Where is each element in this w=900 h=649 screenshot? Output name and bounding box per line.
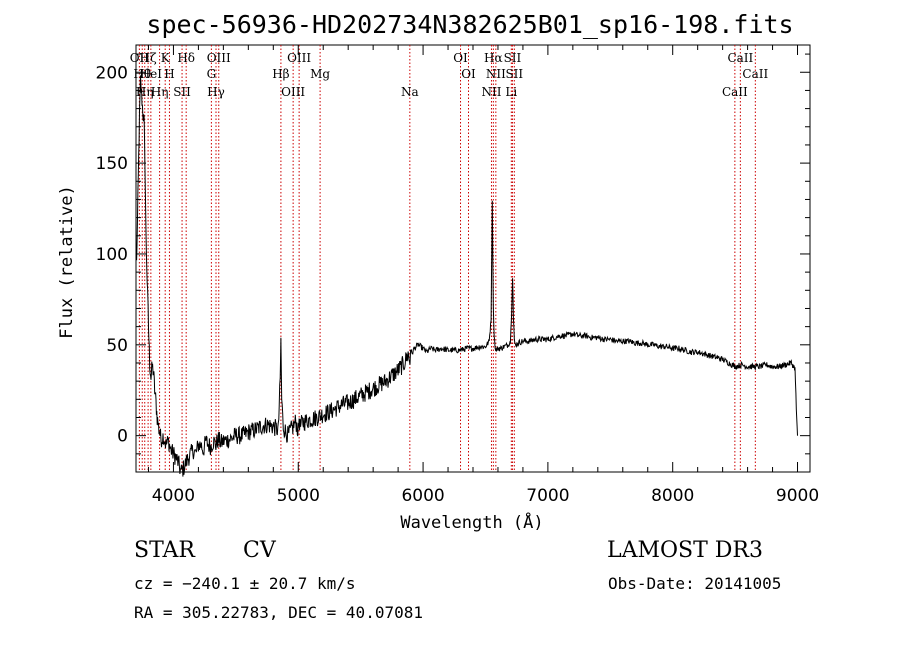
- plot-border: [135, 44, 811, 473]
- emission-line-labels: OIIHθHηHζHeIHηKHSIIHδGHγOIIIHβOIIIOIIIMg…: [130, 51, 769, 99]
- marker-label: HeI: [140, 67, 163, 81]
- marker-label: G: [207, 67, 217, 81]
- x-axis-ticks: 4000 5000 6000 7000 8000 9000: [147, 45, 819, 506]
- marker-label: CaII: [727, 51, 753, 65]
- emission-line-markers: [138, 45, 756, 472]
- marker-label: OIII: [281, 85, 305, 99]
- x-axis-label: Wavelength (Å): [400, 511, 543, 533]
- marker-label: Mg: [310, 67, 330, 81]
- marker-label: Li: [505, 85, 517, 99]
- marker-label: Na: [401, 85, 419, 99]
- x-tick-label: 9000: [776, 486, 819, 506]
- chart-title: spec-56936-HD202734N382625B01_sp16-198.f…: [146, 10, 793, 39]
- marker-label: OI: [461, 67, 476, 81]
- plot-frame: [135, 44, 811, 473]
- marker-label: OIII: [207, 51, 231, 65]
- y-tick-label: 100: [96, 245, 128, 265]
- x-tick-label: 6000: [401, 486, 444, 506]
- marker-label: CaII: [742, 67, 768, 81]
- x-tick-label: 8000: [651, 486, 694, 506]
- marker-label: Hθ: [133, 67, 151, 81]
- x-tick-label: 5000: [277, 486, 320, 506]
- x-tick-label: 4000: [152, 486, 195, 506]
- survey-name: LAMOST DR3: [607, 538, 763, 563]
- marker-label: NII: [481, 85, 501, 99]
- marker-label: CaII: [722, 85, 748, 99]
- marker-label: Hα: [484, 51, 503, 65]
- coords-text: RA = 305.22783, DEC = 40.07081: [134, 603, 423, 622]
- y-axis-label: Flux (relative): [57, 185, 77, 339]
- y-axis-ticks: 0 50 100 150 200: [96, 53, 810, 455]
- marker-label: Hγ: [207, 85, 225, 99]
- y-tick-label: 200: [96, 63, 128, 83]
- marker-label: OI: [453, 51, 468, 65]
- x-tick-label: 7000: [526, 486, 569, 506]
- spectrum-line: [136, 75, 798, 477]
- object-subclass: CV: [243, 538, 276, 563]
- marker-label: NII: [486, 67, 506, 81]
- y-tick-label: 0: [117, 427, 128, 447]
- marker-label: SII: [173, 85, 191, 99]
- marker-label: OII: [130, 51, 150, 65]
- spectrum-series: [136, 75, 798, 477]
- y-tick-label: 50: [106, 336, 128, 356]
- redshift-text: cz = −240.1 ± 20.7 km/s: [134, 574, 356, 593]
- marker-label: Hδ: [177, 51, 195, 65]
- marker-label: SII: [504, 51, 522, 65]
- marker-label: Hζ: [140, 51, 157, 65]
- marker-label: OIII: [287, 51, 311, 65]
- marker-label: H: [164, 67, 174, 81]
- marker-label: Hη: [151, 85, 169, 99]
- obs-date-text: Obs-Date: 20141005: [608, 574, 782, 593]
- marker-label: SII: [505, 67, 523, 81]
- y-tick-label: 150: [96, 154, 128, 174]
- marker-label: K: [161, 51, 171, 65]
- object-class: STAR: [134, 538, 195, 563]
- marker-label: Hβ: [272, 67, 289, 81]
